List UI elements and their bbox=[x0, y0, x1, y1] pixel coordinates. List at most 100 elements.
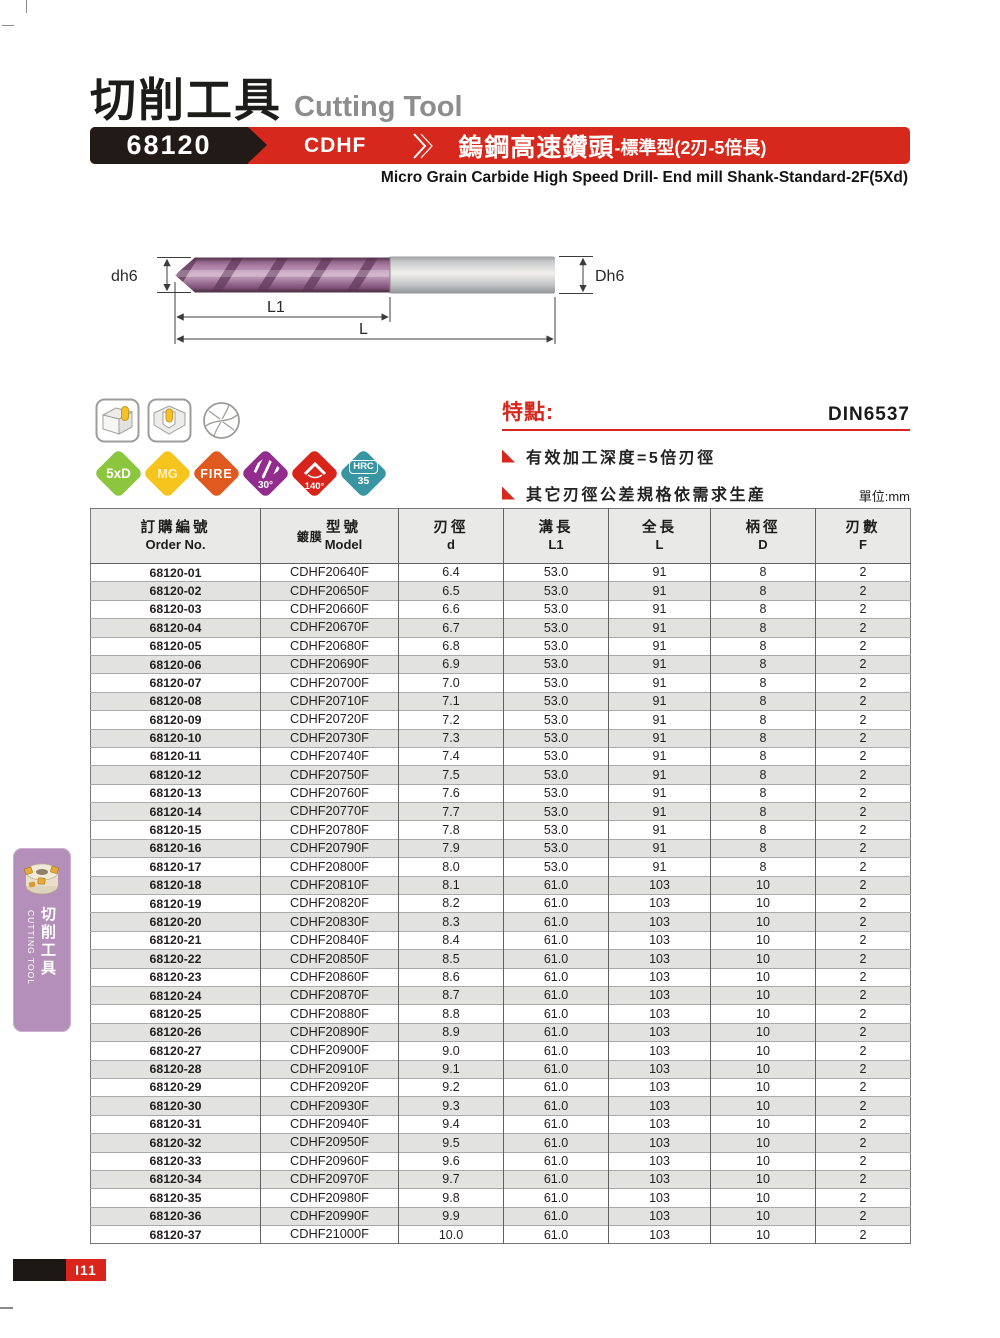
spec-table: 訂購編號 Order No. 鍍膜 型號 Model 刃徑 d bbox=[90, 508, 911, 1245]
table-row: 68120-08 CDHF20710F 7.1 53.0 91 8 2 bbox=[90, 691, 911, 711]
cell-d: 8.8 bbox=[398, 1004, 504, 1024]
badge-point-angle-140: 140° bbox=[289, 448, 340, 499]
cell-l: 91 bbox=[608, 728, 711, 748]
banner-subtitle-en: Micro Grain Carbide High Speed Drill- En… bbox=[380, 169, 908, 186]
cell-model: CDHF20780F bbox=[260, 820, 399, 840]
badge-label: HRC bbox=[349, 460, 378, 474]
cell-shank-d: 8 bbox=[710, 618, 816, 638]
cell-l: 103 bbox=[608, 1188, 711, 1208]
cell-l: 103 bbox=[608, 1022, 711, 1042]
cell-order-no: 68120-19 bbox=[90, 894, 261, 913]
table-row: 68120-36 CDHF20990F 9.9 61.0 103 10 2 bbox=[90, 1206, 911, 1226]
cell-flutes: 2 bbox=[815, 1169, 911, 1189]
cell-flutes: 2 bbox=[815, 1225, 911, 1244]
cell-d: 7.2 bbox=[398, 710, 504, 730]
table-row: 68120-37 CDHF21000F 10.0 61.0 103 10 2 bbox=[90, 1225, 911, 1244]
dim-dh6 bbox=[157, 257, 191, 293]
dim-L1 bbox=[174, 282, 391, 344]
feature-item: 其它刃徑公差規格依需求生産 bbox=[502, 481, 910, 505]
cell-d: 7.0 bbox=[398, 673, 504, 693]
cell-l1: 53.0 bbox=[503, 673, 609, 693]
cell-l1: 53.0 bbox=[503, 654, 609, 674]
table-row: 68120-30 CDHF20930F 9.3 61.0 103 10 2 bbox=[90, 1096, 911, 1116]
cell-shank-d: 10 bbox=[710, 930, 816, 950]
cell-flutes: 2 bbox=[815, 1206, 911, 1226]
table-row: 68120-09 CDHF20720F 7.2 53.0 91 8 2 bbox=[90, 710, 911, 730]
cell-d: 9.3 bbox=[398, 1096, 504, 1116]
cell-order-no: 68120-16 bbox=[90, 838, 261, 858]
cell-model: CDHF20940F bbox=[260, 1114, 399, 1134]
cell-model: CDHF20690F bbox=[260, 654, 399, 674]
cell-l1: 53.0 bbox=[503, 710, 609, 730]
badge-fire: FIRE bbox=[191, 448, 242, 499]
table-row: 68120-06 CDHF20690F 6.9 53.0 91 8 2 bbox=[90, 654, 911, 674]
cell-d: 7.6 bbox=[398, 783, 504, 803]
cell-l1: 61.0 bbox=[503, 1022, 609, 1042]
cell-d: 8.6 bbox=[398, 967, 504, 987]
cell-flutes: 2 bbox=[815, 949, 911, 969]
cell-d: 9.4 bbox=[398, 1114, 504, 1134]
cell-order-no: 68120-12 bbox=[90, 765, 261, 785]
cell-shank-d: 10 bbox=[710, 1004, 816, 1024]
cell-shank-d: 8 bbox=[710, 599, 816, 619]
cell-l1: 61.0 bbox=[503, 1077, 609, 1097]
cell-order-no: 68120-36 bbox=[90, 1206, 261, 1226]
sidebar-tab-cutting-tool: CUTTING TOOL 切削工具 bbox=[13, 848, 71, 1032]
cell-flutes: 2 bbox=[815, 820, 911, 840]
cell-flutes: 2 bbox=[815, 930, 911, 950]
cell-shank-d: 8 bbox=[710, 673, 816, 693]
table-header-row: 訂購編號 Order No. 鍍膜 型號 Model 刃徑 d bbox=[90, 508, 911, 564]
cell-model: CDHF20900F bbox=[260, 1041, 399, 1061]
cell-model: CDHF20840F bbox=[260, 930, 399, 950]
cell-l: 103 bbox=[608, 985, 711, 1005]
feature-text: 其它刃徑公差規格依需求生産 bbox=[526, 487, 767, 504]
cell-shank-d: 8 bbox=[710, 710, 816, 730]
cell-flutes: 2 bbox=[815, 967, 911, 987]
table-row: 68120-28 CDHF20910F 9.1 61.0 103 10 2 bbox=[90, 1059, 911, 1079]
cell-l1: 61.0 bbox=[503, 1151, 609, 1171]
cell-model: CDHF20720F bbox=[260, 710, 399, 730]
badge-label: 5xD bbox=[106, 466, 131, 481]
cell-model: CDHF20850F bbox=[260, 949, 399, 969]
cell-l: 103 bbox=[608, 875, 711, 895]
cell-model: CDHF20960F bbox=[260, 1151, 399, 1171]
cell-flutes: 2 bbox=[815, 563, 911, 582]
table-row: 68120-05 CDHF20680F 6.8 53.0 91 8 2 bbox=[90, 636, 911, 656]
cell-d: 7.7 bbox=[398, 802, 504, 821]
table-row: 68120-33 CDHF20960F 9.6 61.0 103 10 2 bbox=[90, 1151, 911, 1171]
unit-label: 單位:mm bbox=[858, 489, 910, 504]
feature-item: 有效加工深度=5倍刃徑 bbox=[502, 444, 910, 468]
cell-model: CDHF20650F bbox=[260, 581, 399, 601]
cell-model: CDHF20880F bbox=[260, 1004, 399, 1024]
cell-d: 7.5 bbox=[398, 765, 504, 785]
cell-d: 7.9 bbox=[398, 838, 504, 858]
table-row: 68120-18 CDHF20810F 8.1 61.0 103 10 2 bbox=[90, 875, 911, 895]
cell-l1: 61.0 bbox=[503, 1004, 609, 1024]
cell-model: CDHF20810F bbox=[260, 875, 399, 895]
cell-shank-d: 10 bbox=[710, 1077, 816, 1097]
cell-shank-d: 10 bbox=[710, 1169, 816, 1189]
cell-l: 103 bbox=[608, 1077, 711, 1097]
badge-label: 140° bbox=[304, 481, 325, 492]
cell-l1: 61.0 bbox=[503, 1206, 609, 1226]
cell-l: 91 bbox=[608, 654, 711, 674]
cell-l1: 61.0 bbox=[503, 1059, 609, 1079]
cell-shank-d: 10 bbox=[710, 1114, 816, 1134]
cell-d: 8.4 bbox=[398, 930, 504, 950]
cell-flutes: 2 bbox=[815, 1096, 911, 1116]
cell-model: CDHF20680F bbox=[260, 636, 399, 656]
page-title-en: Cutting Tool bbox=[294, 91, 463, 123]
badge-label: FIRE bbox=[200, 466, 233, 481]
badge-hrc-35: HRC 35 bbox=[338, 448, 389, 499]
cell-d: 9.8 bbox=[398, 1188, 504, 1208]
cell-order-no: 68120-33 bbox=[90, 1151, 261, 1171]
cell-l1: 61.0 bbox=[503, 967, 609, 987]
cell-flutes: 2 bbox=[815, 1188, 911, 1208]
table-row: 68120-12 CDHF20750F 7.5 53.0 91 8 2 bbox=[90, 765, 911, 785]
cell-l1: 61.0 bbox=[503, 949, 609, 969]
label-Dh6: Dh6 bbox=[595, 268, 624, 285]
cell-d: 7.3 bbox=[398, 728, 504, 748]
cell-model: CDHF20700F bbox=[260, 673, 399, 693]
drill-shank bbox=[390, 256, 555, 294]
